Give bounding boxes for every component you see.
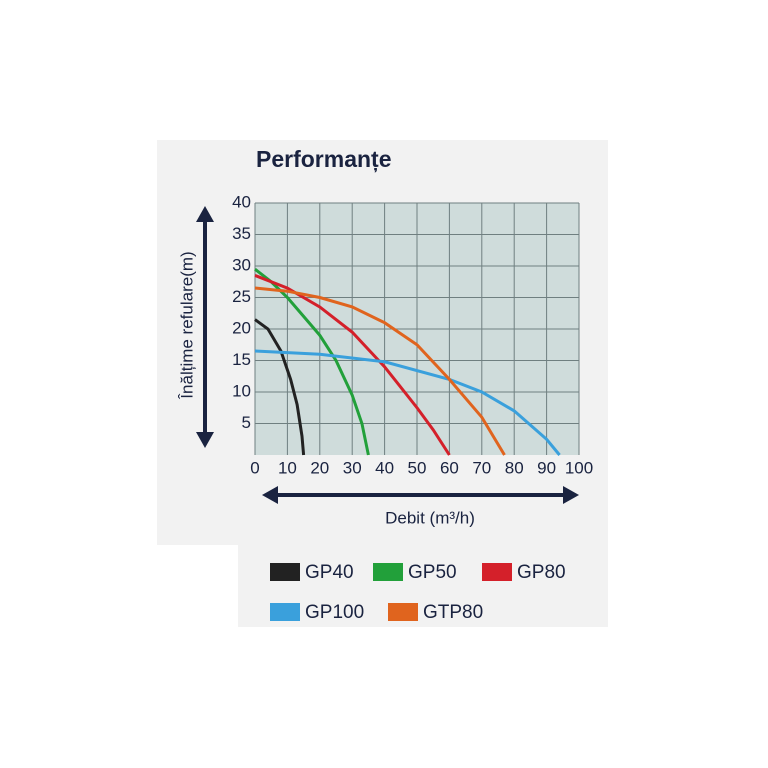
legend-swatch [373, 563, 403, 581]
y-tick-label: 25 [232, 287, 251, 306]
x-tick-label: 60 [440, 458, 459, 477]
y-tick-label: 15 [232, 350, 251, 369]
series-line [254, 349, 561, 456]
series-line [254, 286, 506, 456]
x-tick-label: 40 [375, 458, 394, 477]
y-tick-label: 30 [232, 255, 251, 274]
legend-label: GP80 [517, 562, 566, 583]
series-line [254, 267, 370, 456]
x-tick-label: 80 [505, 458, 524, 477]
x-tick-label: 0 [250, 458, 259, 477]
x-tick-label: 90 [537, 458, 556, 477]
series-line [254, 318, 306, 456]
legend-swatch [388, 603, 418, 621]
y-tick-label: 10 [232, 381, 251, 400]
y-tick-label: 40 [232, 192, 251, 211]
legend-swatch [482, 563, 512, 581]
y-tick-label: 20 [232, 318, 251, 337]
legend-label: GTP80 [423, 602, 483, 623]
y-axis-label: Înălțime refulare(m) [177, 251, 196, 399]
y-tick-label: 35 [232, 224, 251, 243]
chart-title: Performanțe [256, 146, 391, 173]
x-tick-label: 50 [408, 458, 427, 477]
x-tick-label: 70 [472, 458, 491, 477]
legend-label: GP50 [408, 562, 457, 583]
x-tick-label: 10 [278, 458, 297, 477]
x-tick-label: 30 [343, 458, 362, 477]
x-arrow [262, 486, 579, 504]
x-axis-label: Debit (m³/h) [385, 508, 475, 527]
legend-label: GP100 [305, 602, 364, 623]
y-tick-label: 5 [242, 413, 251, 432]
legend-label: GP40 [305, 562, 354, 583]
y-arrow [196, 206, 214, 448]
x-tick-label: 20 [310, 458, 329, 477]
legend-swatch [270, 603, 300, 621]
legend-swatch [270, 563, 300, 581]
x-tick-label: 100 [565, 458, 593, 477]
